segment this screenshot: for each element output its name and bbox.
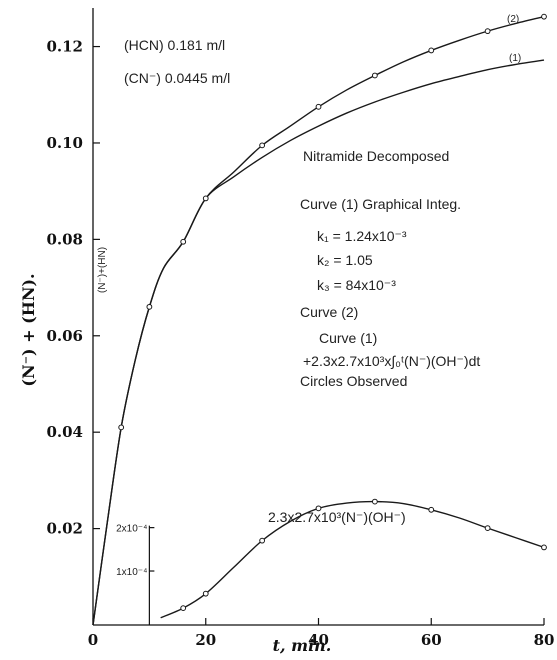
- curves: [92, 15, 545, 626]
- y-tick-label: 0.12: [46, 38, 83, 56]
- inset-tick-label: 2x10⁻⁴: [116, 524, 147, 535]
- series-line-3: [160, 500, 545, 619]
- curve2-formula-a: Curve (1): [319, 330, 377, 346]
- observed-point: [259, 537, 266, 544]
- x-tick-label: 0: [88, 631, 98, 649]
- observed-point: [146, 303, 153, 310]
- axes: 0 20 40 60 80 0.02 0.04 0.06 0.08 0.10 0.12: [46, 8, 554, 649]
- hcn-annotation: (HCN) 0.181 m/l: [124, 37, 225, 53]
- inset-scale: 2x10⁻⁴ 1x10⁻⁴: [116, 524, 155, 625]
- x-axis-label: t, min.: [273, 636, 332, 655]
- series-line-2: [92, 59, 545, 626]
- observed-point: [315, 103, 322, 110]
- figure-title: Nitramide Decomposed: [303, 148, 449, 164]
- k1-value: k₁ = 1.24x10⁻³: [317, 228, 407, 244]
- curve2-heading: Curve (2): [300, 304, 358, 320]
- inset-tick-label: 1x10⁻⁴: [116, 567, 147, 578]
- observed-point: [428, 47, 435, 54]
- vertical-note: (N⁻)+(HN): [97, 247, 108, 293]
- curve1-end-label: (1): [509, 53, 521, 64]
- observed-point: [484, 28, 491, 35]
- circles-legend: Circles Observed: [300, 373, 407, 389]
- observed-point: [428, 506, 435, 513]
- k3-value: k₃ = 84x10⁻³: [317, 277, 396, 293]
- observed-point: [484, 525, 491, 532]
- observed-points: [118, 13, 547, 612]
- curve2-end-label: (2): [507, 14, 519, 25]
- observed-point: [180, 238, 187, 245]
- observed-point: [180, 605, 187, 612]
- observed-point: [541, 544, 547, 551]
- lower-curve-label: 2.3x2.7x10³(N⁻)(OH⁻): [268, 509, 406, 525]
- y-tick-label: 0.08: [46, 230, 83, 248]
- x-tick-label: 40: [308, 631, 329, 649]
- y-tick-label: 0.02: [46, 520, 83, 538]
- curve2-formula-b: +2.3x2.7x10³x∫₀ᵗ(N⁻)(OH⁻)dt: [303, 353, 480, 369]
- observed-point: [371, 72, 378, 79]
- y-tick-label: 0.10: [46, 134, 83, 152]
- k2-value: k₂ = 1.05: [317, 252, 373, 268]
- observed-point: [118, 424, 125, 431]
- y-axis-label: (N⁻) + (HN).: [19, 273, 38, 386]
- y-tick-label: 0.06: [46, 327, 83, 345]
- x-tick-label: 20: [195, 631, 216, 649]
- observed-point: [315, 505, 322, 512]
- observed-point: [371, 498, 378, 505]
- curve1-method: Curve (1) Graphical Integ.: [300, 196, 461, 212]
- observed-point: [202, 195, 209, 202]
- cn-annotation: (CN⁻) 0.0445 m/l: [124, 70, 230, 86]
- x-tick-label: 60: [421, 631, 442, 649]
- x-tick-label: 80: [534, 631, 555, 649]
- observed-point: [259, 142, 266, 149]
- observed-point: [202, 590, 209, 597]
- observed-point: [541, 13, 547, 20]
- y-tick-label: 0.04: [46, 423, 83, 441]
